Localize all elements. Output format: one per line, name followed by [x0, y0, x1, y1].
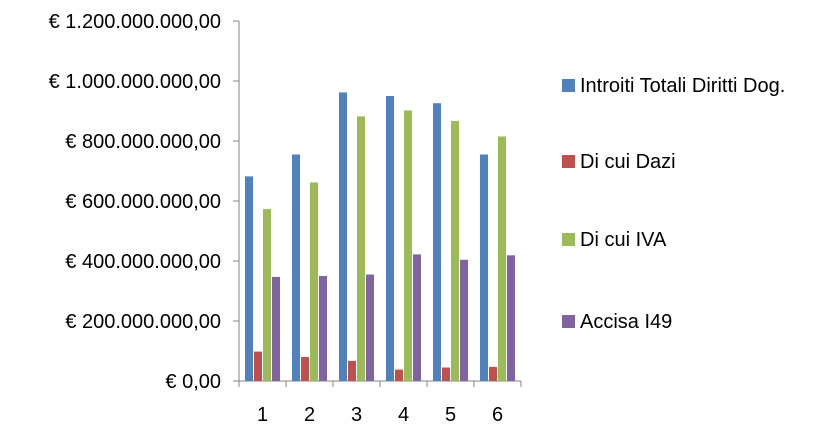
- legend-swatch: [562, 155, 575, 168]
- legend-item: Introiti Totali Diritti Dog.: [562, 73, 795, 100]
- y-tick-label: € 1.200.000.000,00: [49, 11, 221, 33]
- y-tick-label: € 800.000.000,00: [65, 131, 221, 153]
- bar: [480, 154, 488, 381]
- bar: [460, 259, 468, 381]
- bar: [386, 96, 394, 381]
- bar: [413, 254, 421, 381]
- y-tick-label: € 200.000.000,00: [65, 311, 221, 333]
- bar: [433, 103, 441, 381]
- bar: [339, 92, 347, 382]
- legend-item: Di cui Dazi: [562, 149, 795, 176]
- legend-item: Di cui IVA: [562, 227, 795, 254]
- bar: [507, 255, 515, 381]
- y-tick-label: € 0,00: [165, 371, 221, 393]
- bar: [263, 209, 271, 381]
- bar: [348, 360, 356, 381]
- bar: [451, 120, 459, 382]
- y-tick-label: € 400.000.000,00: [65, 251, 221, 273]
- legend-item: Accisa I49: [562, 309, 795, 336]
- y-axis: € 0,00 € 200.000.000,00 € 400.000.000,00 € …: [49, 11, 240, 393]
- bar: [498, 136, 506, 381]
- legend-label: Accisa I49: [580, 311, 673, 333]
- x-tick-label: 3: [351, 404, 362, 426]
- legend-label: Di cui IVA: [580, 229, 667, 251]
- legend-swatch: [562, 315, 575, 328]
- bar: [254, 351, 262, 381]
- legend-swatch: [562, 233, 575, 246]
- x-tick-label: 6: [492, 404, 503, 426]
- bar: [292, 154, 300, 381]
- bar: [489, 366, 497, 381]
- x-axis: 1 2 3 4 5 6: [238, 380, 522, 426]
- bar: [357, 116, 365, 382]
- y-tick-label: € 600.000.000,00: [65, 191, 221, 213]
- legend-label: Di cui Dazi: [580, 151, 676, 173]
- x-tick-label: 1: [257, 404, 268, 426]
- x-tick-label: 4: [398, 404, 409, 426]
- bar: [395, 369, 403, 381]
- bar: [442, 367, 450, 381]
- bar: [301, 357, 309, 381]
- bar: [366, 274, 374, 381]
- x-tick-label: 5: [445, 404, 456, 426]
- bar: [319, 276, 327, 381]
- bar: [310, 182, 318, 381]
- x-tick-label: 2: [304, 404, 315, 426]
- bar: [404, 110, 412, 382]
- y-tick-label: € 1.000.000.000,00: [49, 71, 221, 93]
- plot-area: [245, 92, 515, 382]
- bar: [272, 276, 280, 381]
- legend-label: Introiti Totali Diritti Dog.: [580, 75, 786, 97]
- bar: [245, 176, 253, 381]
- legend-swatch: [562, 79, 575, 92]
